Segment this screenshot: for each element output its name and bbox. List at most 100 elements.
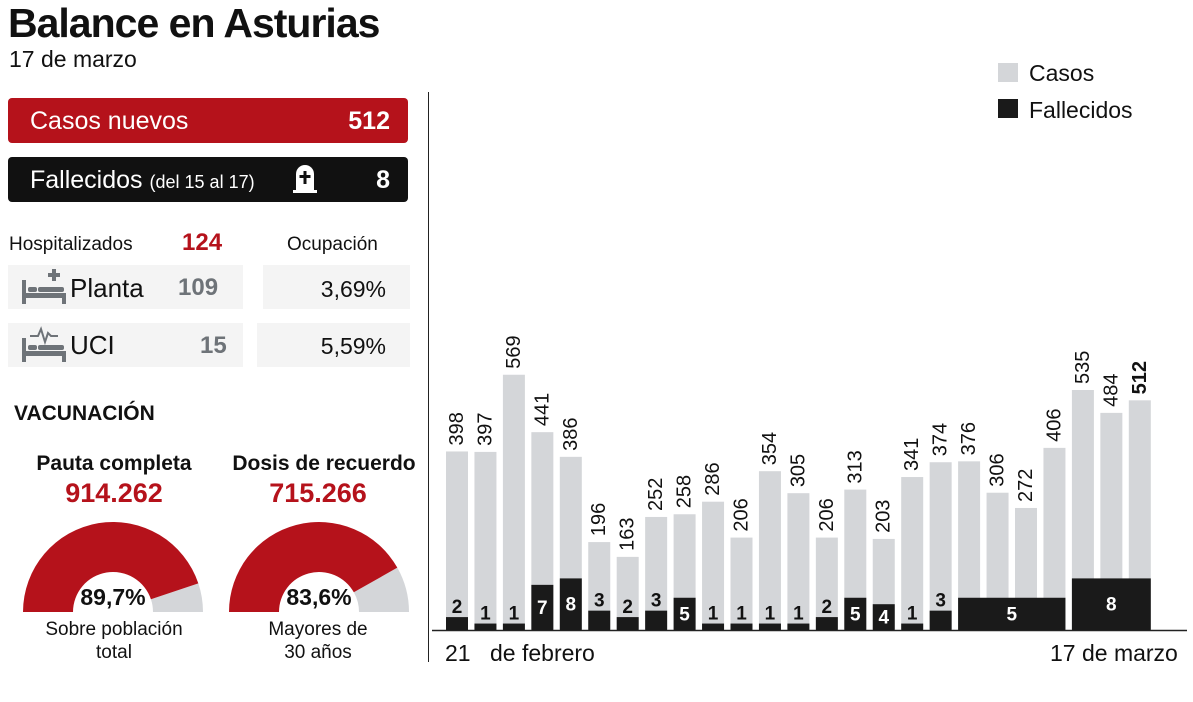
fallecidos-bar bbox=[616, 617, 639, 630]
casos-bar bbox=[758, 471, 781, 630]
vacunacion-title: VACUNACIÓN bbox=[14, 402, 155, 425]
pauta-completa-pct: 89,7% bbox=[80, 584, 146, 610]
fallecidos-value-label: 1 bbox=[509, 604, 520, 625]
casos-value-label: 535 bbox=[1072, 351, 1094, 384]
fallecidos-bar bbox=[901, 623, 924, 630]
uci-ocupacion-cell bbox=[257, 323, 410, 367]
casos-bar bbox=[446, 451, 468, 630]
planta-ocupacion-cell bbox=[263, 265, 410, 309]
planta-label: Planta bbox=[70, 273, 144, 303]
fallecidos-bar bbox=[958, 597, 1066, 630]
legend-fallecidos-swatch bbox=[998, 99, 1018, 118]
casos-bar bbox=[787, 493, 810, 630]
fallecidos-value-label: 5 bbox=[850, 604, 861, 625]
gauge-filled-arc bbox=[23, 521, 199, 612]
fallecidos-value-label: 5 bbox=[679, 604, 690, 625]
fallecidos-bar bbox=[929, 610, 952, 630]
dosis-recuerdo-value: 715.266 bbox=[269, 478, 367, 508]
casos-value-label: 258 bbox=[674, 475, 696, 508]
casos-bar bbox=[958, 461, 981, 630]
fallecidos-label: Fallecidos bbox=[30, 166, 143, 194]
fallecidos-value-label: 1 bbox=[765, 604, 776, 625]
casos-value-label: 306 bbox=[987, 453, 1009, 486]
casos-bar bbox=[531, 432, 554, 630]
casos-value-label: 206 bbox=[816, 498, 838, 531]
fallecidos-bar bbox=[588, 610, 611, 630]
fallecidos-value: 8 bbox=[376, 166, 390, 194]
dosis-recuerdo-caption: Mayores de 30 años bbox=[218, 618, 418, 664]
x-axis-start-month: de febrero bbox=[490, 640, 595, 666]
casos-value-label: 252 bbox=[645, 478, 667, 511]
casos-bar bbox=[502, 374, 525, 630]
casos-bar bbox=[844, 489, 867, 630]
fallecidos-bar bbox=[730, 623, 753, 630]
page-title: Balance en Asturias bbox=[8, 0, 380, 46]
pauta-caption-line1: Sobre población bbox=[45, 619, 183, 640]
casos-bar bbox=[616, 556, 639, 630]
fallecidos-bar bbox=[702, 623, 725, 630]
casos-value-label: 406 bbox=[1043, 408, 1065, 441]
casos-nuevos-box: Casos nuevos 512 bbox=[8, 98, 408, 143]
fallecidos-value-label: 1 bbox=[736, 604, 747, 625]
fallecidos-bar bbox=[815, 617, 838, 630]
dosis-recuerdo-title: Dosis de recuerdo bbox=[232, 452, 416, 475]
casos-bar bbox=[702, 501, 725, 630]
uci-ocupacion-value: 5,59% bbox=[320, 333, 386, 359]
icu-bed-icon bbox=[22, 326, 66, 362]
fallecidos-value-label: 2 bbox=[622, 597, 633, 618]
pauta-completa-gauge bbox=[23, 521, 203, 612]
fallecidos-bar bbox=[1071, 578, 1151, 630]
gauge-remaining-arc bbox=[150, 583, 203, 612]
fallecidos-bar bbox=[645, 610, 668, 630]
fallecidos-note: (del 15 al 17) bbox=[149, 172, 255, 192]
fallecidos-value-label: 3 bbox=[935, 591, 946, 612]
x-axis-end-label: 17 de marzo bbox=[1050, 640, 1178, 666]
fallecidos-bar bbox=[531, 584, 554, 630]
fallecidos-value-label: 2 bbox=[452, 597, 463, 618]
casos-value-label: 354 bbox=[759, 432, 781, 465]
uci-label: UCI bbox=[70, 330, 115, 360]
fallecidos-value-label: 8 bbox=[1106, 595, 1117, 616]
hospital-bed-icon bbox=[22, 269, 66, 304]
fallecidos-bar bbox=[758, 623, 781, 630]
casos-value-label: 397 bbox=[474, 413, 496, 446]
casos-nuevos-value: 512 bbox=[348, 107, 390, 135]
gauge-filled-arc bbox=[229, 521, 398, 612]
casos-bar bbox=[1128, 400, 1151, 630]
fallecidos-label-wrap: Fallecidos (del 15 al 17) bbox=[30, 166, 255, 195]
pauta-completa-caption: Sobre población total bbox=[14, 618, 214, 664]
fallecidos-bar bbox=[673, 597, 696, 630]
fallecidos-value-label: 3 bbox=[651, 591, 662, 612]
hospitalizados-label: Hospitalizados bbox=[9, 234, 133, 255]
casos-bar bbox=[901, 477, 924, 630]
casos-value-label: 203 bbox=[873, 500, 895, 533]
fallecidos-value-label: 5 bbox=[1006, 604, 1017, 625]
fallecidos-bar bbox=[559, 578, 582, 630]
casos-value-label: 398 bbox=[446, 412, 468, 445]
dosis-recuerdo-pct: 83,6% bbox=[286, 584, 352, 610]
casos-value-label: 386 bbox=[560, 417, 582, 450]
casos-bar bbox=[645, 516, 668, 630]
fallecidos-bar bbox=[844, 597, 867, 630]
legend-casos-label: Casos bbox=[1029, 60, 1095, 86]
casos-bar bbox=[929, 462, 952, 630]
casos-value-label: 512 bbox=[1129, 361, 1151, 394]
casos-bar bbox=[1043, 447, 1066, 630]
dosis-caption-line2: 30 años bbox=[284, 642, 352, 663]
fallecidos-value-label: 3 bbox=[594, 591, 605, 612]
x-axis-start-day: 21 bbox=[445, 640, 471, 666]
planta-value: 109 bbox=[178, 274, 219, 301]
casos-value-label: 305 bbox=[787, 454, 809, 487]
ocupacion-label: Ocupación bbox=[287, 234, 378, 255]
casos-value-label: 286 bbox=[702, 462, 724, 495]
fallecidos-value-label: 1 bbox=[907, 604, 918, 625]
casos-value-label: 206 bbox=[731, 498, 753, 531]
hospitalizados-value: 124 bbox=[182, 229, 223, 256]
casos-value-label: 374 bbox=[930, 423, 952, 456]
planta-ocupacion-value: 3,69% bbox=[320, 276, 386, 302]
casos-value-label: 272 bbox=[1015, 469, 1037, 502]
casos-bar bbox=[815, 537, 838, 630]
fallecidos-bar bbox=[872, 604, 895, 630]
casos-value-label: 341 bbox=[901, 438, 923, 471]
